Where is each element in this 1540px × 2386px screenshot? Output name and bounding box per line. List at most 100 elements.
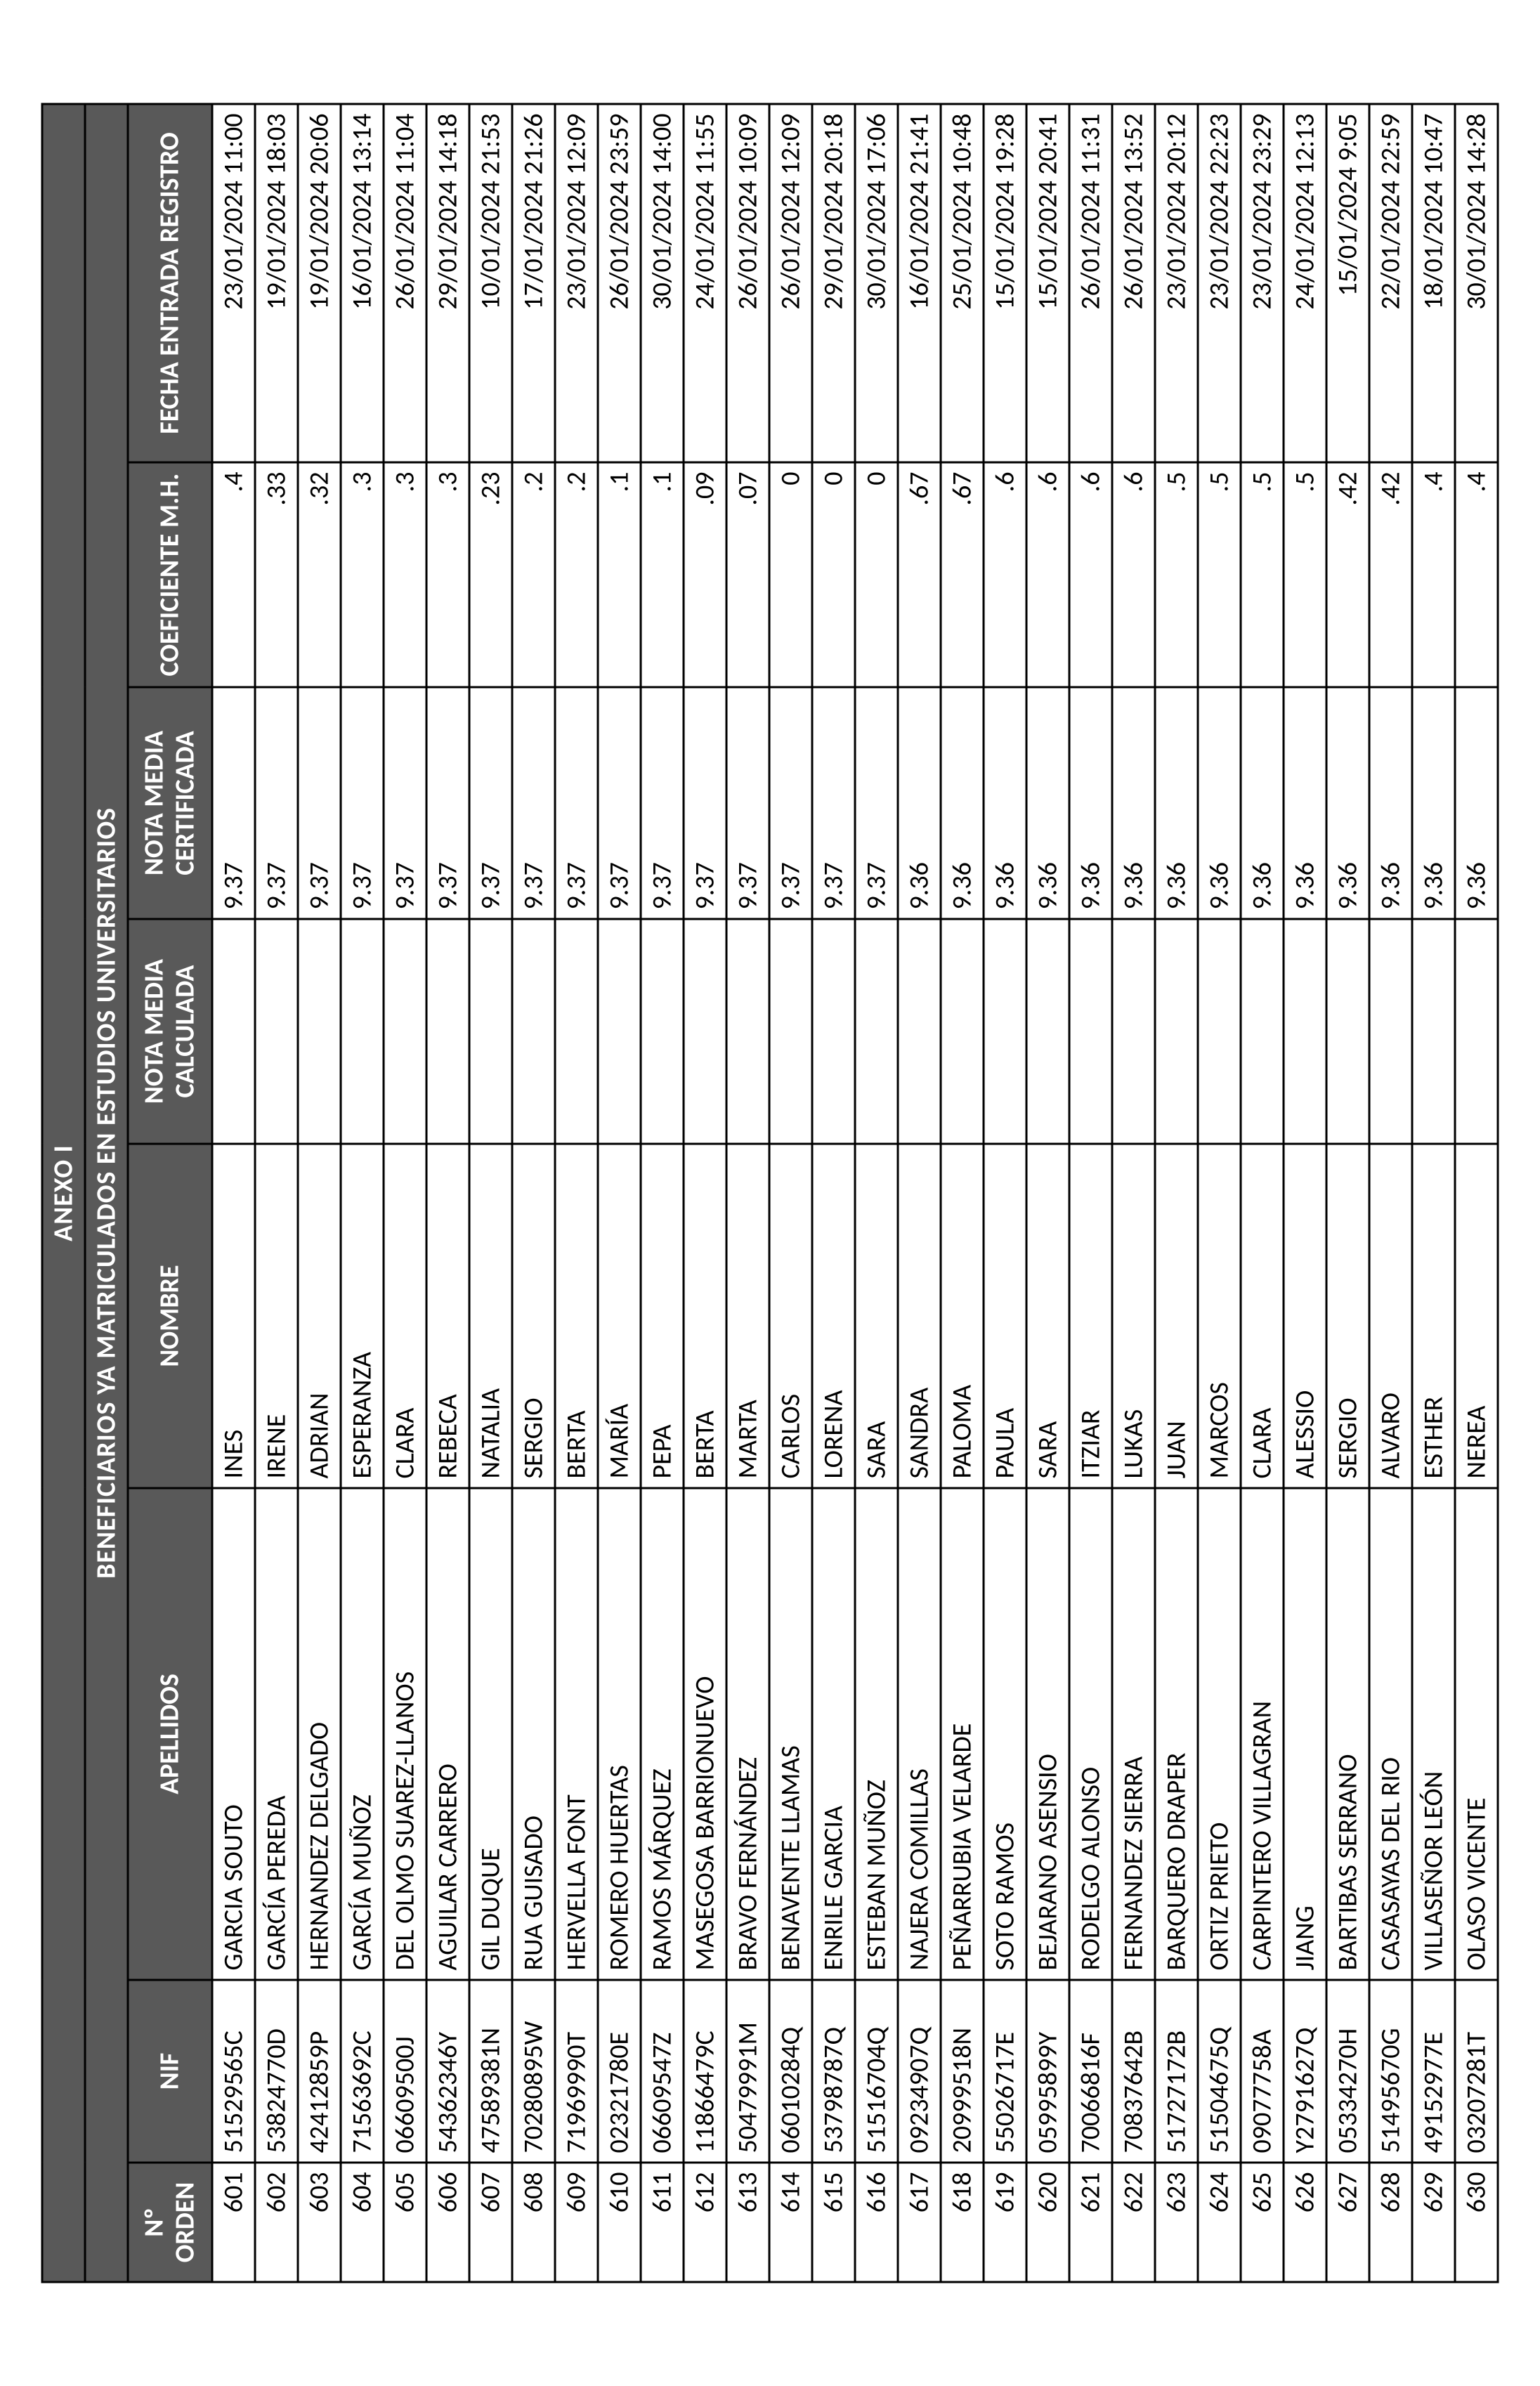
cell-orden: 613 (726, 2163, 769, 2282)
cell-coeficiente: .67 (941, 462, 984, 687)
cell-apellidos: ORTIZ PRIETO (1198, 1488, 1241, 1980)
cell-nif: 70066816F (1069, 1980, 1112, 2163)
cell-nombre: PEPA (641, 1144, 684, 1488)
cell-apellidos: GARCÍA PEREDA (255, 1488, 298, 1980)
cell-nota-calculada (726, 919, 769, 1144)
table-row: 61709234907QNAJERA COMILLASSANDRA9.36.67… (898, 104, 941, 2282)
cell-orden: 605 (384, 2163, 426, 2282)
cell-nota-calculada (1069, 919, 1112, 1144)
table-body: 60151529565CGARCIA SOUTOINES9.37.423/01/… (212, 104, 1498, 2282)
cell-coeficiente: .33 (255, 462, 298, 687)
cell-fecha-entrada: 15/01/2024 20:41 (1026, 104, 1069, 462)
cell-orden: 617 (898, 2163, 941, 2282)
cell-orden: 610 (598, 2163, 641, 2282)
cell-apellidos: RODELGO ALONSO (1069, 1488, 1112, 1980)
cell-apellidos: ESTEBAN MUÑOZ (855, 1488, 898, 1980)
cell-nombre: SARA (1026, 1144, 1069, 1488)
cell-apellidos: BEJARANO ASENSIO (1026, 1488, 1069, 1980)
cell-fecha-entrada: 18/01/2024 10:47 (1412, 104, 1455, 462)
cell-coeficiente: .5 (1198, 462, 1241, 687)
cell-coeficiente: .67 (898, 462, 941, 687)
col-header-cert: NOTA MEDIA CERTIFICADA (128, 687, 212, 919)
cell-coeficiente: .5 (1284, 462, 1326, 687)
cell-nota-calculada (555, 919, 598, 1144)
cell-fecha-entrada: 10/01/2024 21:53 (469, 104, 512, 462)
cell-nota-calculada (1198, 919, 1241, 1144)
cell-fecha-entrada: 25/01/2024 10:48 (941, 104, 984, 462)
cell-nota-calculada (1326, 919, 1369, 1144)
cell-nota-certificada: 9.37 (341, 687, 384, 919)
cell-fecha-entrada: 26/01/2024 10:09 (726, 104, 769, 462)
cell-orden: 626 (1284, 2163, 1326, 2282)
col-header-coef: COEFICIENTE M.H. (128, 462, 212, 687)
cell-coeficiente: .4 (212, 462, 255, 687)
cell-nombre: MARCOS (1198, 1144, 1241, 1488)
cell-nota-calculada (1455, 919, 1498, 1144)
cell-orden: 621 (1069, 2163, 1112, 2282)
cell-apellidos: DEL OLMO SUAREZ-LLANOS (384, 1488, 426, 1980)
cell-apellidos: VILLASEÑOR LEÓN (1412, 1488, 1455, 1980)
table-row: 60971969990THERVELLA FONTBERTA9.37.223/0… (555, 104, 598, 2282)
column-headers: Nº ORDEN NIF APELLIDOS NOMBRE NOTA MEDIA… (128, 104, 212, 2282)
table-row: 60151529565CGARCIA SOUTOINES9.37.423/01/… (212, 104, 255, 2282)
cell-nombre: ESPERANZA (341, 1144, 384, 1488)
cell-fecha-entrada: 30/01/2024 14:28 (1455, 104, 1498, 462)
table-row: 61955026717ESOTO RAMOSPAULA9.36.615/01/2… (984, 104, 1026, 2282)
cell-nombre: IRENE (255, 1144, 298, 1488)
table-row: 61350479991MBRAVO FERNÁNDEZMARTA9.37.072… (726, 104, 769, 2282)
cell-coeficiente: .6 (984, 462, 1026, 687)
cell-nombre: LORENA (812, 1144, 855, 1488)
cell-orden: 601 (212, 2163, 255, 2282)
cell-fecha-entrada: 23/01/2024 11:00 (212, 104, 255, 462)
cell-apellidos: BRAVO FERNÁNDEZ (726, 1488, 769, 1980)
cell-fecha-entrada: 22/01/2024 22:59 (1369, 104, 1412, 462)
cell-nombre: SARA (855, 1144, 898, 1488)
cell-apellidos: GARCÍA MUÑOZ (341, 1488, 384, 1980)
cell-apellidos: OLASO VICENTE (1455, 1488, 1498, 1980)
cell-orden: 618 (941, 2163, 984, 2282)
cell-nota-certificada: 9.36 (1241, 687, 1284, 919)
table-row: 62851495670GCASASAYAS DEL RIOALVARO9.36.… (1369, 104, 1412, 2282)
cell-nif: 70837642B (1112, 1980, 1155, 2163)
cell-nota-calculada (1412, 919, 1455, 1144)
cell-nombre: PALOMA (941, 1144, 984, 1488)
cell-nota-certificada: 9.37 (298, 687, 341, 919)
cell-coeficiente: .3 (341, 462, 384, 687)
cell-orden: 628 (1369, 2163, 1412, 2282)
cell-nota-calculada (898, 919, 941, 1144)
table-row: 61002321780EROMERO HUERTASMARÍA9.37.126/… (598, 104, 641, 2282)
col-header-nombre: NOMBRE (128, 1144, 212, 1488)
cell-fecha-entrada: 15/01/2024 9:05 (1326, 104, 1369, 462)
cell-nif: Y2791627Q (1284, 1980, 1326, 2163)
cell-nota-certificada: 9.37 (469, 687, 512, 919)
table-row: 60870280895WRUA GUISADOSERGIO9.37.217/01… (512, 104, 555, 2282)
col-header-fecha: FECHA ENTRADA REGISTRO (128, 104, 212, 462)
cell-coeficiente: .07 (726, 462, 769, 687)
cell-apellidos: ROMERO HUERTAS (598, 1488, 641, 1980)
cell-nota-calculada (255, 919, 298, 1144)
cell-nota-certificada: 9.37 (212, 687, 255, 919)
cell-nif: 51516704Q (855, 1980, 898, 2163)
cell-apellidos: GARCIA SOUTO (212, 1488, 255, 1980)
annex-title-row: ANEXO I (42, 104, 85, 2282)
cell-nif: 42412859P (298, 1980, 341, 2163)
cell-nota-certificada: 9.37 (641, 687, 684, 919)
annex-title: ANEXO I (42, 104, 85, 2282)
cell-nif: 20999518N (941, 1980, 984, 2163)
cell-fecha-entrada: 23/01/2024 12:09 (555, 104, 598, 462)
cell-nif: 54362346Y (426, 1980, 469, 2163)
cell-nombre: SANDRA (898, 1144, 941, 1488)
cell-apellidos: BENAVENTE LLAMAS (769, 1488, 812, 1980)
cell-fecha-entrada: 19/01/2024 20:06 (298, 104, 341, 462)
cell-orden: 604 (341, 2163, 384, 2282)
cell-nombre: NATALIA (469, 1144, 512, 1488)
cell-nota-certificada: 9.36 (1326, 687, 1369, 919)
cell-apellidos: SOTO RAMOS (984, 1488, 1026, 1980)
cell-orden: 612 (684, 2163, 726, 2282)
cell-nota-certificada: 9.36 (1455, 687, 1498, 919)
cell-apellidos: NAJERA COMILLAS (898, 1488, 941, 1980)
cell-nota-certificada: 9.36 (1198, 687, 1241, 919)
cell-orden: 616 (855, 2163, 898, 2282)
cell-nif: 53798787Q (812, 1980, 855, 2163)
cell-coeficiente: .42 (1369, 462, 1412, 687)
